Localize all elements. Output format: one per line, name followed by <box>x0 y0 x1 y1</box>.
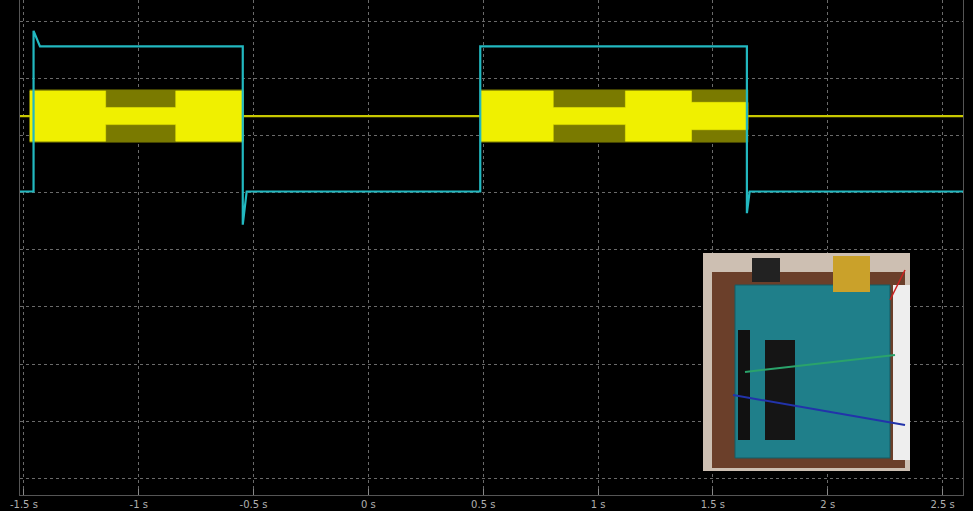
svg-text:0.5 s: 0.5 s <box>471 499 495 510</box>
svg-text:0 s: 0 s <box>361 499 376 510</box>
svg-text:1.5 s: 1.5 s <box>701 499 725 510</box>
svg-text:1 s: 1 s <box>591 499 606 510</box>
svg-text:-1 s: -1 s <box>130 499 148 510</box>
svg-text:-1.5 s: -1.5 s <box>10 499 38 510</box>
svg-text:2 s: 2 s <box>820 499 835 510</box>
svg-text:2.5 s: 2.5 s <box>930 499 954 510</box>
svg-text:-0.5 s: -0.5 s <box>240 499 268 510</box>
